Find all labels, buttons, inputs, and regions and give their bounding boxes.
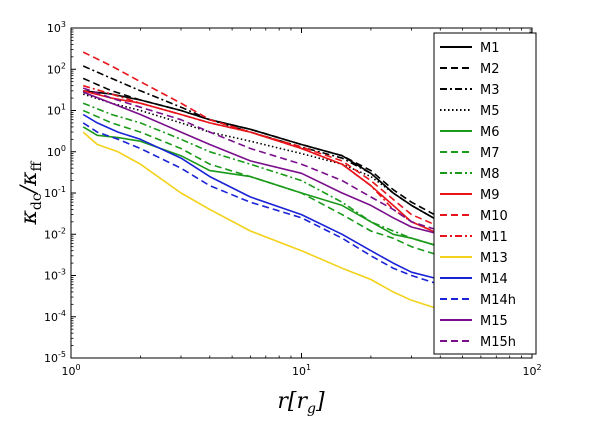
series-line-m8 — [82, 102, 482, 257]
y-axis-label: κdc/κff — [17, 160, 45, 225]
legend-label-m8: M8 — [480, 167, 500, 182]
series-line-m10 — [82, 51, 482, 239]
series-line-m14h — [82, 122, 482, 293]
series-line-m2 — [82, 77, 482, 236]
series-line-m14 — [82, 113, 482, 289]
legend-label-m2: M2 — [480, 62, 500, 77]
legend-label-m1: M1 — [480, 41, 500, 56]
ticks-layer: 100 101 102 10-5 10-4 10-3 10-2 10-1 100 101 102 10… — [44, 20, 542, 378]
y-tick-label: 10-2 — [44, 226, 66, 241]
legend: M1 M2 M3 M5 M6 M7 M8 M9 M10 M11 M13 M14 M14h M15 M15h — [433, 32, 537, 355]
series-line-m7 — [82, 109, 482, 264]
legend-label-m10: M10 — [480, 209, 508, 224]
legend-label-m5: M5 — [480, 104, 500, 119]
series-line-m15h — [82, 87, 482, 239]
legend-label-m15h: M15h — [480, 335, 516, 350]
y-tick-label: 10-1 — [44, 185, 66, 200]
x-tick-label: 100 — [61, 363, 80, 378]
legend-label-m9: M9 — [480, 188, 500, 203]
x-tick-label: 102 — [522, 363, 541, 378]
y-tick-label: 10-5 — [44, 350, 66, 365]
legend-label-m15: M15 — [480, 314, 508, 329]
y-tick-label: 100 — [47, 144, 66, 159]
legend-label-m7: M7 — [480, 146, 500, 161]
series-line-m15 — [82, 91, 482, 245]
series-line-m13 — [82, 131, 482, 318]
x-tick-label: 101 — [292, 363, 311, 378]
series-line-m6 — [82, 126, 482, 257]
y-tick-label: 102 — [47, 61, 66, 76]
legend-label-m14: M14 — [480, 272, 508, 287]
series-line-m3 — [82, 65, 482, 239]
legend-label-m14h: M14h — [480, 293, 516, 308]
y-tick-label: 10-3 — [44, 268, 66, 283]
legend-label-m3: M3 — [480, 83, 500, 98]
legend-label-m11: M11 — [480, 230, 508, 245]
series-layer — [82, 51, 482, 318]
y-tick-label: 10-4 — [44, 309, 66, 324]
x-axis-label: r[rg] — [277, 389, 325, 417]
legend-label-m13: M13 — [480, 251, 508, 266]
y-tick-label: 103 — [47, 20, 66, 35]
legend-label-m6: M6 — [480, 125, 500, 140]
y-tick-label: 101 — [47, 103, 66, 118]
